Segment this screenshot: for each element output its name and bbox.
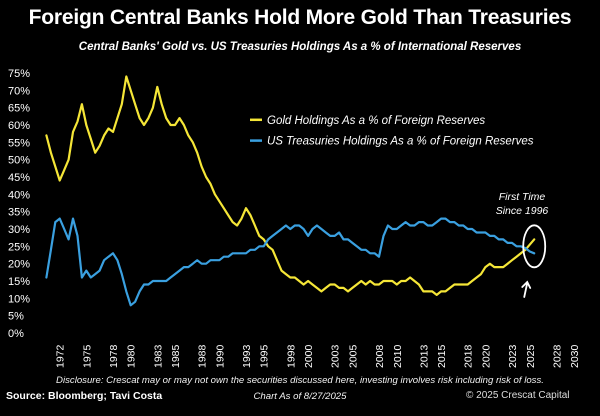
legend-label: Gold Holdings As a % of Foreign Reserves xyxy=(267,115,485,127)
legend-label: US Treasuries Holdings As a % of Foreign… xyxy=(267,136,534,148)
x-tick-label: 2030 xyxy=(569,344,581,368)
annotation-line1: First Time xyxy=(499,191,546,203)
x-tick-label: 1980 xyxy=(126,344,138,368)
gold-series-line xyxy=(45,75,536,296)
x-tick-label: 1990 xyxy=(214,344,226,368)
x-tick-label: 2023 xyxy=(507,344,519,368)
as-of-note: Chart As of 8/27/2025 xyxy=(253,391,347,402)
y-tick-label: 30% xyxy=(8,224,30,236)
x-tick-label: 1995 xyxy=(259,344,271,368)
disclaimer: Disclosure: Crescat may or may not own t… xyxy=(56,375,544,386)
x-tick-label: 2028 xyxy=(551,344,563,368)
x-tick-label: 2000 xyxy=(303,344,315,368)
x-tick-label: 1975 xyxy=(81,344,93,368)
x-tick-label: 1985 xyxy=(170,344,182,368)
x-axis-ticks: 1972 1975 1978 1980 1983 1985 1988 1990 1993 1995… xyxy=(55,344,581,368)
y-tick-label: 5% xyxy=(8,311,24,323)
x-tick-label: 2015 xyxy=(436,344,448,368)
y-tick-label: 60% xyxy=(8,120,30,132)
x-tick-label: 2013 xyxy=(418,344,430,368)
x-tick-label: 1988 xyxy=(197,344,209,368)
treasuries-series-line xyxy=(45,217,536,307)
series-lines xyxy=(45,75,536,307)
y-tick-label: 45% xyxy=(8,172,30,184)
annotation: First Time Since 1996 xyxy=(496,191,549,298)
x-tick-label: 1998 xyxy=(285,344,297,368)
source-note: Source: Bloomberg; Tavi Costa xyxy=(6,390,163,402)
x-tick-label: 2003 xyxy=(330,344,342,368)
x-tick-label: 1983 xyxy=(152,344,164,368)
y-tick-label: 15% xyxy=(8,276,30,288)
x-tick-label: 2010 xyxy=(392,344,404,368)
x-tick-label: 2005 xyxy=(347,344,359,368)
x-tick-label: 2008 xyxy=(374,344,386,368)
y-tick-label: 70% xyxy=(8,85,30,97)
annotation-line2: Since 1996 xyxy=(496,205,549,217)
x-tick-label: 1972 xyxy=(55,344,67,368)
chart-title: Foreign Central Banks Hold More Gold Tha… xyxy=(28,6,572,29)
y-tick-label: 75% xyxy=(8,68,30,80)
x-tick-label: 2025 xyxy=(525,344,537,368)
x-tick-label: 1993 xyxy=(241,344,253,368)
x-tick-label: 1978 xyxy=(108,344,120,368)
highlight-ellipse xyxy=(522,224,547,269)
y-tick-label: 35% xyxy=(8,207,30,219)
annotation-arrow xyxy=(521,280,532,298)
chart-subtitle: Central Banks' Gold vs. US Treasuries Ho… xyxy=(78,41,522,53)
y-tick-label: 50% xyxy=(8,155,30,167)
copyright-note: © 2025 Crescat Capital xyxy=(466,390,570,401)
y-tick-label: 20% xyxy=(8,259,30,271)
legend: Gold Holdings As a % of Foreign Reserves… xyxy=(250,115,534,148)
y-tick-label: 65% xyxy=(8,103,30,115)
y-tick-label: 0% xyxy=(8,328,24,340)
y-axis-ticks: 0% 5% 10% 15% 20% 25% 30% 35% 40% 45% 50% 55% 60% 65%… xyxy=(8,68,30,340)
x-tick-label: 2020 xyxy=(480,344,492,368)
y-tick-label: 55% xyxy=(8,137,30,149)
x-tick-label: 2018 xyxy=(463,344,475,368)
y-tick-label: 40% xyxy=(8,189,30,201)
y-tick-label: 10% xyxy=(8,293,30,305)
y-tick-label: 25% xyxy=(8,241,30,253)
